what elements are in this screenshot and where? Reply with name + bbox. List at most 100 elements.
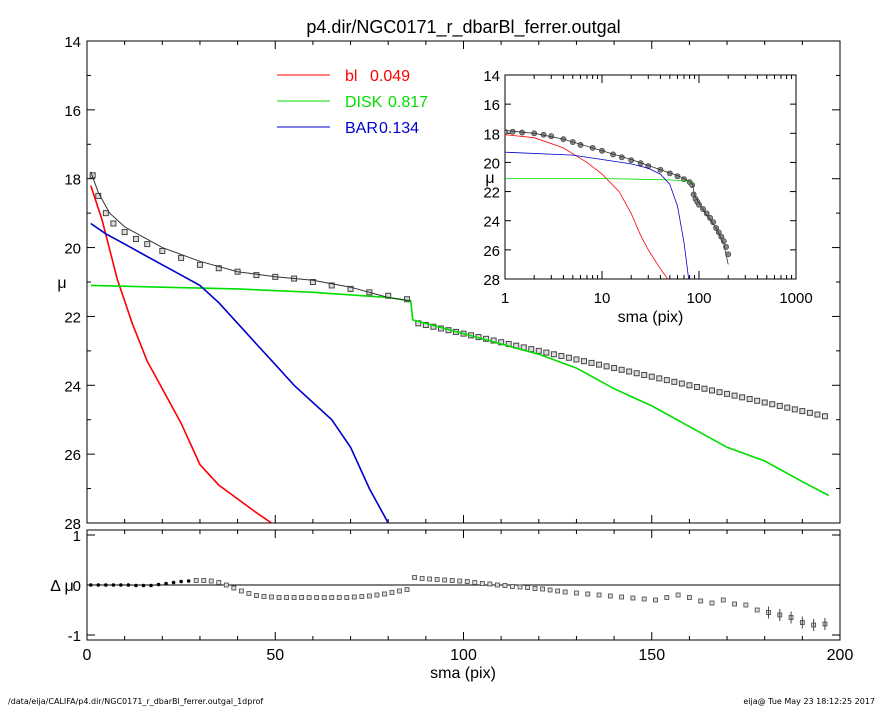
data-point <box>769 401 776 408</box>
legend-label-bl: bl <box>345 68 357 85</box>
residual-point <box>104 583 108 587</box>
data-point <box>731 392 738 399</box>
x-tick-label: 150 <box>638 647 665 664</box>
residual-point <box>344 595 350 600</box>
residual-point <box>149 583 153 588</box>
residual-point <box>540 586 545 592</box>
residual-point <box>88 583 93 587</box>
residual-point <box>419 576 425 581</box>
residual-point <box>442 577 448 583</box>
y-tick-label: 18 <box>64 172 81 189</box>
residual-point <box>641 596 647 602</box>
x-tick-label: 200 <box>827 647 854 664</box>
residual-point <box>366 593 372 599</box>
residual-point <box>134 583 138 588</box>
footer-timestamp: eija@ Tue May 23 18:12:25 2017 <box>743 697 875 706</box>
data-point <box>253 272 260 279</box>
data-point <box>110 220 117 227</box>
data-point <box>689 182 696 188</box>
residual-point <box>351 594 357 600</box>
data-point <box>821 413 828 420</box>
residual-point <box>502 583 508 588</box>
data-point <box>121 229 128 236</box>
data-point <box>693 384 700 391</box>
y-tick-label: 14 <box>64 34 81 51</box>
y-axis-label: μ <box>485 170 494 187</box>
residual-point <box>619 594 625 600</box>
residual-point <box>126 583 131 587</box>
residual-point <box>449 578 455 583</box>
data-point <box>784 404 791 411</box>
data-point <box>535 347 542 354</box>
residual-point <box>321 595 327 600</box>
y-tick-label: 24 <box>64 378 81 395</box>
x-axis-label: sma (pix) <box>618 309 684 326</box>
residual-point <box>359 594 365 599</box>
y-tick-label: 1 <box>73 528 81 545</box>
x-tick-label: 100 <box>450 647 477 664</box>
y-tick-label: 16 <box>483 97 500 114</box>
data-point <box>656 375 663 382</box>
residual-point <box>216 580 222 585</box>
legend-value-bl: 0.049 <box>370 68 410 85</box>
data-point <box>215 265 222 272</box>
chart-title: p4.dir/NGC0171_r_dbarBl_ferrer.outgal <box>306 17 620 38</box>
residual-point <box>96 583 101 587</box>
inset-log-plot: 14 16 18 20 22 24 26 281 10 100 1000 sma (pix) μ <box>483 68 812 326</box>
residual-point <box>427 576 433 582</box>
legend-label-bar: BAR <box>345 120 378 137</box>
residual-point <box>246 591 252 596</box>
data-point <box>806 409 813 416</box>
x-tick-label: 50 <box>266 647 284 664</box>
residual-point <box>532 586 538 591</box>
data-point <box>710 219 717 226</box>
residual-point <box>555 588 561 594</box>
residual-point <box>732 601 737 607</box>
residual-point <box>111 583 116 587</box>
data-point <box>347 285 354 292</box>
data-point <box>716 389 723 396</box>
residual-point <box>314 595 320 600</box>
series-line-bar <box>505 151 690 279</box>
residual-point <box>119 583 123 587</box>
inset-series-group <box>505 128 732 279</box>
data-point <box>746 396 753 403</box>
residual-point <box>299 595 305 600</box>
residual-point <box>141 583 146 588</box>
data-point <box>196 261 203 268</box>
data-point <box>132 235 139 242</box>
inset-frame <box>504 74 797 280</box>
data-point <box>309 279 316 285</box>
residual-point <box>457 578 463 584</box>
data-point <box>159 248 166 255</box>
x-tick-label: 0 <box>83 647 92 664</box>
y-tick-label: 20 <box>483 155 500 172</box>
residual-point <box>720 597 726 603</box>
y-tick-label: 22 <box>64 309 81 326</box>
data-point <box>671 378 678 385</box>
data-point <box>799 408 806 415</box>
residual-point <box>743 602 749 608</box>
data-point <box>422 322 429 329</box>
data-point <box>543 349 550 356</box>
residual-point <box>562 589 568 595</box>
residual-point <box>389 590 395 595</box>
legend-value-bar: 0.134 <box>379 120 419 137</box>
data-point <box>528 346 535 353</box>
main-profile-plot: p4.dir/NGC0171_r_dbarBl_ferrer.outgal 14 1… <box>57 17 841 533</box>
residual-point <box>306 595 312 600</box>
series-line-model <box>505 130 729 265</box>
legend-value-disk: 0.817 <box>388 94 428 111</box>
residual-point <box>574 590 579 596</box>
data-point <box>573 356 580 363</box>
data-point <box>102 210 109 217</box>
residual-point <box>754 607 760 613</box>
residual-point <box>171 580 176 585</box>
data-point <box>703 210 710 217</box>
data-point <box>739 394 746 401</box>
data-point <box>596 361 603 368</box>
residual-point <box>510 584 515 589</box>
series-line-bl <box>505 134 669 279</box>
residual-point <box>179 579 183 584</box>
